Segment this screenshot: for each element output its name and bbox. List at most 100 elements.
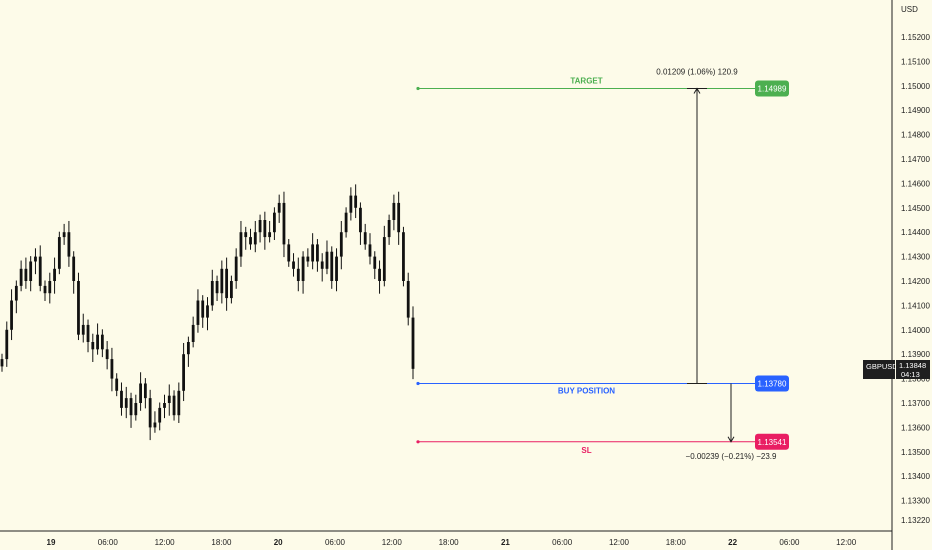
symbol-name: GBPUSD (866, 362, 898, 371)
stop-measure-text: −0.00239 (−0.21%) −23.9 (686, 452, 778, 461)
candle-body (316, 244, 319, 262)
candle-body (14, 285, 18, 301)
candle-body (378, 268, 381, 281)
candle-body (306, 256, 310, 262)
candle-body (363, 232, 367, 245)
price-tick-label: 1.13500 (901, 448, 930, 457)
candle-body (277, 202, 281, 213)
target-price-tag[interactable]: 1.14989 (755, 80, 789, 97)
buy-position-anchor[interactable] (416, 381, 420, 386)
candlestick-series (0, 184, 415, 441)
price-tick-label: 1.13600 (901, 423, 930, 432)
candle-body (134, 403, 138, 416)
candle-body (167, 395, 171, 403)
target-anchor[interactable] (416, 86, 420, 91)
candle-body (244, 232, 248, 238)
time-axis[interactable]: 19 06:00 12:00 18:00 20 06:00 12:00 18:00 21 06:0… (47, 538, 857, 547)
candle-body (91, 342, 95, 350)
candle-body (29, 261, 33, 281)
candle-body (81, 324, 85, 335)
candle-body (273, 212, 276, 233)
candle-body (48, 281, 52, 294)
time-tick-label: 21 (501, 538, 510, 547)
price-tick-label: 1.14700 (901, 155, 930, 164)
candle-body (296, 268, 300, 281)
price-axis[interactable]: 1.15200 1.15100 1.15000 1.14900 1.14800 1.147… (901, 33, 930, 525)
candle-body (124, 398, 128, 408)
candle-body (263, 220, 267, 238)
time-tick-label: 12:00 (609, 538, 630, 547)
candle-body (182, 354, 186, 391)
stop-loss-price-value: 1.13541 (758, 438, 787, 447)
time-tick-label: 06:00 (779, 538, 800, 547)
price-tick-label: 1.14400 (901, 228, 930, 237)
time-tick-label: 19 (47, 538, 56, 547)
candle-body (373, 256, 377, 269)
candle-body (177, 390, 181, 416)
candle-body (349, 195, 353, 213)
buy-position-label: BUY POSITION (558, 386, 615, 395)
price-tick-label: 1.14100 (901, 301, 930, 310)
candle-body (100, 334, 104, 350)
bar-countdown: 04:13 (901, 370, 920, 379)
candle-body (382, 237, 386, 281)
target-measure-text: 0.01209 (1.06%) 120.9 (656, 67, 738, 76)
candle-body (172, 395, 176, 416)
candle-body (210, 281, 214, 306)
candle-body (325, 251, 329, 269)
price-tick-label: 1.15100 (901, 57, 930, 66)
position-levels[interactable]: TARGET 1.14989 BUY POSITION 1.13780 SL 1.1354… (416, 67, 789, 461)
candle-body (402, 232, 405, 281)
buy-position-price-tag[interactable]: 1.13780 (755, 375, 789, 392)
candle-body (96, 334, 99, 350)
price-tick-label: 1.14600 (901, 179, 930, 188)
target-arrow-head (693, 87, 701, 94)
time-tick-label: 20 (274, 538, 283, 547)
price-tick-label: 1.14000 (901, 326, 930, 335)
candle-body (139, 383, 142, 403)
candle-body (34, 256, 37, 262)
candle-body (249, 237, 252, 245)
stop-loss-price-tag[interactable]: 1.13541 (755, 433, 789, 450)
time-tick-label: 06:00 (98, 538, 119, 547)
time-tick-label: 22 (728, 538, 737, 547)
candle-body (239, 232, 243, 257)
target-price-value: 1.14989 (758, 84, 787, 93)
candle-body (148, 398, 152, 428)
candle-body (38, 256, 42, 286)
price-tick-label: 1.14800 (901, 131, 930, 140)
candle-body (191, 324, 195, 342)
candle-body (406, 281, 410, 318)
candle-body (359, 207, 362, 233)
candle-body (282, 202, 286, 245)
candle-body (292, 261, 295, 269)
candle-body (19, 268, 23, 286)
candle-body (206, 305, 209, 318)
candle-body (120, 390, 123, 408)
price-tick-label: 1.15000 (901, 82, 930, 91)
stop-loss-anchor[interactable] (416, 440, 420, 444)
price-tick-label: 1.13700 (901, 399, 930, 408)
candle-body (196, 300, 200, 325)
candle-body (86, 324, 90, 342)
candle-body (330, 251, 334, 281)
stop-arrow-head (727, 436, 735, 443)
candle-body (186, 342, 190, 355)
time-tick-label: 18:00 (211, 538, 232, 547)
candle-body (320, 261, 324, 269)
candle-body (62, 232, 66, 238)
price-tick-label: 1.14300 (901, 253, 930, 262)
currency-label: USD (901, 5, 918, 14)
candle-body (24, 268, 28, 281)
candle-body (0, 359, 4, 367)
candle-body (225, 268, 229, 299)
candle-body (253, 232, 257, 245)
price-tick-label: 1.14500 (901, 204, 930, 213)
symbol-price-tag: GBPUSD 1.13848 04:13 (863, 360, 930, 379)
price-tick-label: 1.14200 (901, 277, 930, 286)
candle-body (387, 220, 391, 238)
candle-body (220, 268, 224, 294)
time-tick-label: 12:00 (382, 538, 403, 547)
